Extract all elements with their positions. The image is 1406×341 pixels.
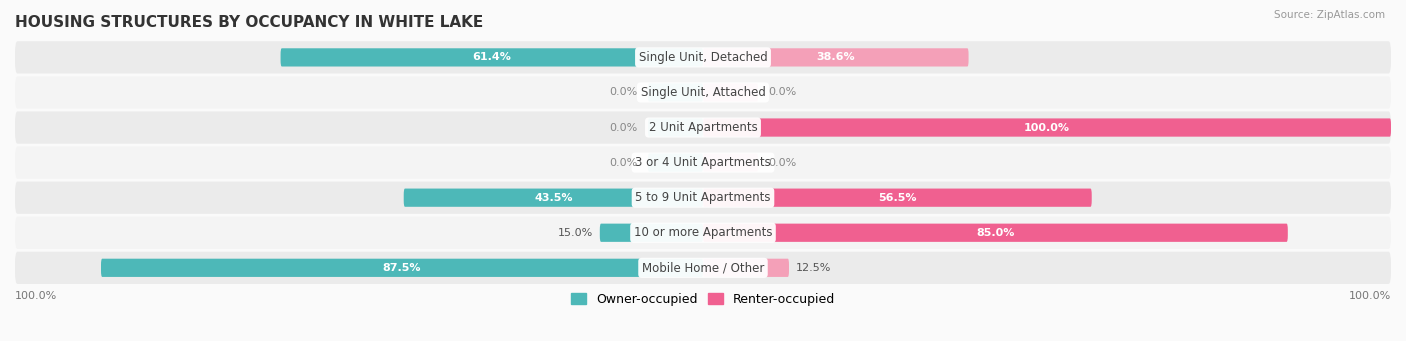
Text: 100.0%: 100.0% <box>1348 291 1391 301</box>
Text: Mobile Home / Other: Mobile Home / Other <box>641 261 765 274</box>
FancyBboxPatch shape <box>15 112 1391 144</box>
FancyBboxPatch shape <box>703 259 789 277</box>
FancyBboxPatch shape <box>648 153 703 172</box>
FancyBboxPatch shape <box>15 181 1391 214</box>
FancyBboxPatch shape <box>101 259 703 277</box>
FancyBboxPatch shape <box>281 48 703 66</box>
Text: 43.5%: 43.5% <box>534 193 572 203</box>
FancyBboxPatch shape <box>15 217 1391 249</box>
Text: 2 Unit Apartments: 2 Unit Apartments <box>648 121 758 134</box>
Text: HOUSING STRUCTURES BY OCCUPANCY IN WHITE LAKE: HOUSING STRUCTURES BY OCCUPANCY IN WHITE… <box>15 15 484 30</box>
FancyBboxPatch shape <box>600 224 703 242</box>
FancyBboxPatch shape <box>703 224 1288 242</box>
FancyBboxPatch shape <box>703 48 969 66</box>
FancyBboxPatch shape <box>703 83 758 102</box>
FancyBboxPatch shape <box>648 118 703 137</box>
Text: 12.5%: 12.5% <box>796 263 831 273</box>
Text: 3 or 4 Unit Apartments: 3 or 4 Unit Apartments <box>636 156 770 169</box>
FancyBboxPatch shape <box>15 41 1391 74</box>
Text: 38.6%: 38.6% <box>817 53 855 62</box>
Text: 10 or more Apartments: 10 or more Apartments <box>634 226 772 239</box>
Text: 61.4%: 61.4% <box>472 53 512 62</box>
Text: Single Unit, Detached: Single Unit, Detached <box>638 51 768 64</box>
Text: Source: ZipAtlas.com: Source: ZipAtlas.com <box>1274 10 1385 20</box>
FancyBboxPatch shape <box>15 252 1391 284</box>
FancyBboxPatch shape <box>15 147 1391 179</box>
Text: 0.0%: 0.0% <box>768 158 797 168</box>
Text: 0.0%: 0.0% <box>609 122 638 133</box>
Text: 85.0%: 85.0% <box>976 228 1015 238</box>
Text: 100.0%: 100.0% <box>1024 122 1070 133</box>
Text: 0.0%: 0.0% <box>609 158 638 168</box>
Text: 0.0%: 0.0% <box>768 88 797 98</box>
FancyBboxPatch shape <box>648 83 703 102</box>
FancyBboxPatch shape <box>15 76 1391 108</box>
Text: 0.0%: 0.0% <box>609 88 638 98</box>
Text: 100.0%: 100.0% <box>15 291 58 301</box>
FancyBboxPatch shape <box>404 189 703 207</box>
Legend: Owner-occupied, Renter-occupied: Owner-occupied, Renter-occupied <box>567 288 839 311</box>
Text: 5 to 9 Unit Apartments: 5 to 9 Unit Apartments <box>636 191 770 204</box>
Text: 87.5%: 87.5% <box>382 263 422 273</box>
FancyBboxPatch shape <box>703 189 1091 207</box>
Text: Single Unit, Attached: Single Unit, Attached <box>641 86 765 99</box>
FancyBboxPatch shape <box>703 118 1391 137</box>
FancyBboxPatch shape <box>703 153 758 172</box>
Text: 15.0%: 15.0% <box>558 228 593 238</box>
Text: 56.5%: 56.5% <box>879 193 917 203</box>
